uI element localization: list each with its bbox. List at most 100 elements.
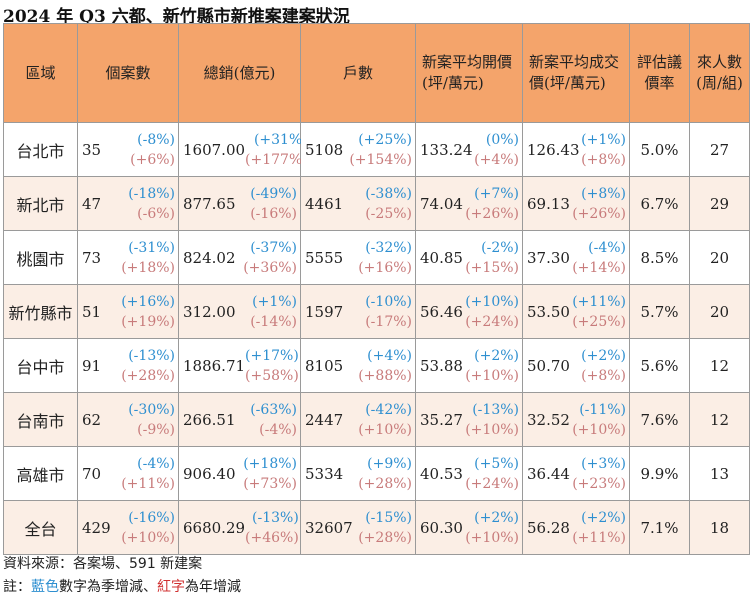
bargain-cell: 7.6% xyxy=(629,392,690,447)
source-note: 資料來源：各案場、591 新建案 xyxy=(3,556,203,572)
deal-price-value: 32.52 xyxy=(527,410,570,429)
projects-cell: 51 (+16%) (+19%) xyxy=(77,284,179,339)
sales-cell: 312.00 (+1%) (-14%) xyxy=(178,284,301,339)
header-list-price: 新案平均開價(坪/萬元) xyxy=(415,23,523,123)
deal-price-cell: 37.30 (-4%) (+14%) xyxy=(522,230,630,285)
table-row: 台北市 35 (-8%) (+6%) 1607.00 (+31%) (+177%) 5108 (… xyxy=(3,122,750,177)
units-value: 5555 xyxy=(305,248,344,267)
projects-yearly-change: (+6%) xyxy=(130,151,175,168)
units-cell: 4461 (-38%) (-25%) xyxy=(300,176,416,231)
projects-quarterly-change: (-4%) xyxy=(137,455,175,472)
projects-table: 區域 個案數 總銷(億元) 戶數 新案平均開價(坪/萬元) 新案平均成交價(坪/… xyxy=(3,23,750,555)
list-price-cell: 74.04 (+7%) (+26%) xyxy=(415,176,523,231)
table-row: 桃園市 73 (-31%) (+18%) 824.02 (-37%) (+36%) 5555 (… xyxy=(3,230,750,285)
list-price-quarterly-change: (+2%) xyxy=(474,347,519,364)
note-red: 紅字 xyxy=(157,579,185,595)
deal-price-yearly-change: (+14%) xyxy=(572,259,626,276)
deal-price-value: 69.13 xyxy=(527,194,570,213)
list-price-quarterly-change: (0%) xyxy=(485,131,519,148)
visitors-cell: 18 xyxy=(689,500,750,555)
units-quarterly-change: (+25%) xyxy=(358,131,412,148)
list-price-yearly-change: (+10%) xyxy=(465,367,519,384)
projects-quarterly-change: (+16%) xyxy=(121,293,175,310)
projects-quarterly-change: (-8%) xyxy=(137,131,175,148)
deal-price-cell: 69.13 (+8%) (+26%) xyxy=(522,176,630,231)
region-cell: 桃園市 xyxy=(3,230,78,285)
table-row: 新竹縣市 51 (+16%) (+19%) 312.00 (+1%) (-14%) 1597 (… xyxy=(3,284,750,339)
projects-value: 47 xyxy=(82,194,102,213)
header-units: 戶數 xyxy=(300,23,416,123)
deal-price-cell: 32.52 (-11%) (+10%) xyxy=(522,392,630,447)
deal-price-quarterly-change: (+8%) xyxy=(581,185,626,202)
table-header-row: 區域 個案數 總銷(億元) 戶數 新案平均開價(坪/萬元) 新案平均成交價(坪/… xyxy=(3,23,750,123)
units-cell: 5555 (-32%) (+16%) xyxy=(300,230,416,285)
sales-value: 906.40 xyxy=(183,464,236,483)
visitors-cell: 29 xyxy=(689,176,750,231)
sales-yearly-change: (+73%) xyxy=(243,475,297,492)
deal-price-cell: 50.70 (+2%) (+8%) xyxy=(522,338,630,393)
sales-cell: 1886.71 (+17%) (+58%) xyxy=(178,338,301,393)
deal-price-value: 36.44 xyxy=(527,464,570,483)
region-cell: 新竹縣市 xyxy=(3,284,78,339)
units-yearly-change: (+16%) xyxy=(358,259,412,276)
bargain-cell: 9.9% xyxy=(629,446,690,501)
sales-yearly-change: (+36%) xyxy=(243,259,297,276)
list-price-quarterly-change: (+5%) xyxy=(474,455,519,472)
units-quarterly-change: (+9%) xyxy=(367,455,412,472)
note-mid: 數字為季增減、 xyxy=(59,579,157,595)
sales-cell: 824.02 (-37%) (+36%) xyxy=(178,230,301,285)
deal-price-yearly-change: (+8%) xyxy=(581,151,626,168)
deal-price-cell: 36.44 (+3%) (+23%) xyxy=(522,446,630,501)
projects-value: 429 xyxy=(82,518,111,537)
units-cell: 5108 (+25%) (+154%) xyxy=(300,122,416,177)
projects-quarterly-change: (-16%) xyxy=(128,509,175,526)
deal-price-quarterly-change: (-11%) xyxy=(579,401,626,418)
deal-price-quarterly-change: (+2%) xyxy=(581,509,626,526)
projects-value: 35 xyxy=(82,140,102,159)
projects-yearly-change: (-6%) xyxy=(137,205,175,222)
projects-cell: 35 (-8%) (+6%) xyxy=(77,122,179,177)
projects-cell: 70 (-4%) (+11%) xyxy=(77,446,179,501)
table-row: 台南市 62 (-30%) (-9%) 266.51 (-63%) (-4%) 2447 (-4… xyxy=(3,392,750,447)
sales-value: 824.02 xyxy=(183,248,236,267)
sales-cell: 1607.00 (+31%) (+177%) xyxy=(178,122,308,177)
units-yearly-change: (+88%) xyxy=(358,367,412,384)
units-yearly-change: (-25%) xyxy=(365,205,412,222)
sales-quarterly-change: (+17%) xyxy=(245,347,299,364)
list-price-value: 40.53 xyxy=(420,464,463,483)
deal-price-cell: 126.43 (+1%) (+8%) xyxy=(522,122,630,177)
projects-value: 70 xyxy=(82,464,102,483)
list-price-yearly-change: (+10%) xyxy=(465,529,519,546)
list-price-cell: 40.53 (+5%) (+24%) xyxy=(415,446,523,501)
deal-price-value: 56.28 xyxy=(527,518,570,537)
deal-price-value: 50.70 xyxy=(527,356,570,375)
list-price-cell: 40.85 (-2%) (+15%) xyxy=(415,230,523,285)
list-price-yearly-change: (+24%) xyxy=(465,475,519,492)
sales-value: 1607.00 xyxy=(183,140,246,159)
units-value: 8105 xyxy=(305,356,344,375)
deal-price-yearly-change: (+23%) xyxy=(572,475,626,492)
bargain-cell: 7.1% xyxy=(629,500,690,555)
projects-cell: 429 (-16%) (+10%) xyxy=(77,500,179,555)
sales-yearly-change: (+58%) xyxy=(245,367,299,384)
units-value: 5334 xyxy=(305,464,344,483)
bargain-cell: 6.7% xyxy=(629,176,690,231)
list-price-cell: 56.46 (+10%) (+24%) xyxy=(415,284,523,339)
list-price-cell: 53.88 (+2%) (+10%) xyxy=(415,338,523,393)
list-price-yearly-change: (+26%) xyxy=(465,205,519,222)
region-cell: 新北市 xyxy=(3,176,78,231)
sales-value: 312.00 xyxy=(183,302,236,321)
sales-yearly-change: (-14%) xyxy=(250,313,297,330)
units-cell: 32607 (-15%) (+28%) xyxy=(300,500,416,555)
header-projects: 個案數 xyxy=(77,23,179,123)
color-legend-note: 註：藍色數字為季增減、紅字為年增減 xyxy=(3,576,241,596)
units-cell: 1597 (-10%) (-17%) xyxy=(300,284,416,339)
projects-yearly-change: (+18%) xyxy=(121,259,175,276)
bargain-cell: 5.6% xyxy=(629,338,690,393)
deal-price-quarterly-change: (+1%) xyxy=(581,131,626,148)
header-region: 區域 xyxy=(3,23,78,123)
units-yearly-change: (+28%) xyxy=(358,475,412,492)
deal-price-value: 126.43 xyxy=(527,140,580,159)
sales-cell: 266.51 (-63%) (-4%) xyxy=(178,392,301,447)
deal-price-quarterly-change: (+11%) xyxy=(572,293,626,310)
